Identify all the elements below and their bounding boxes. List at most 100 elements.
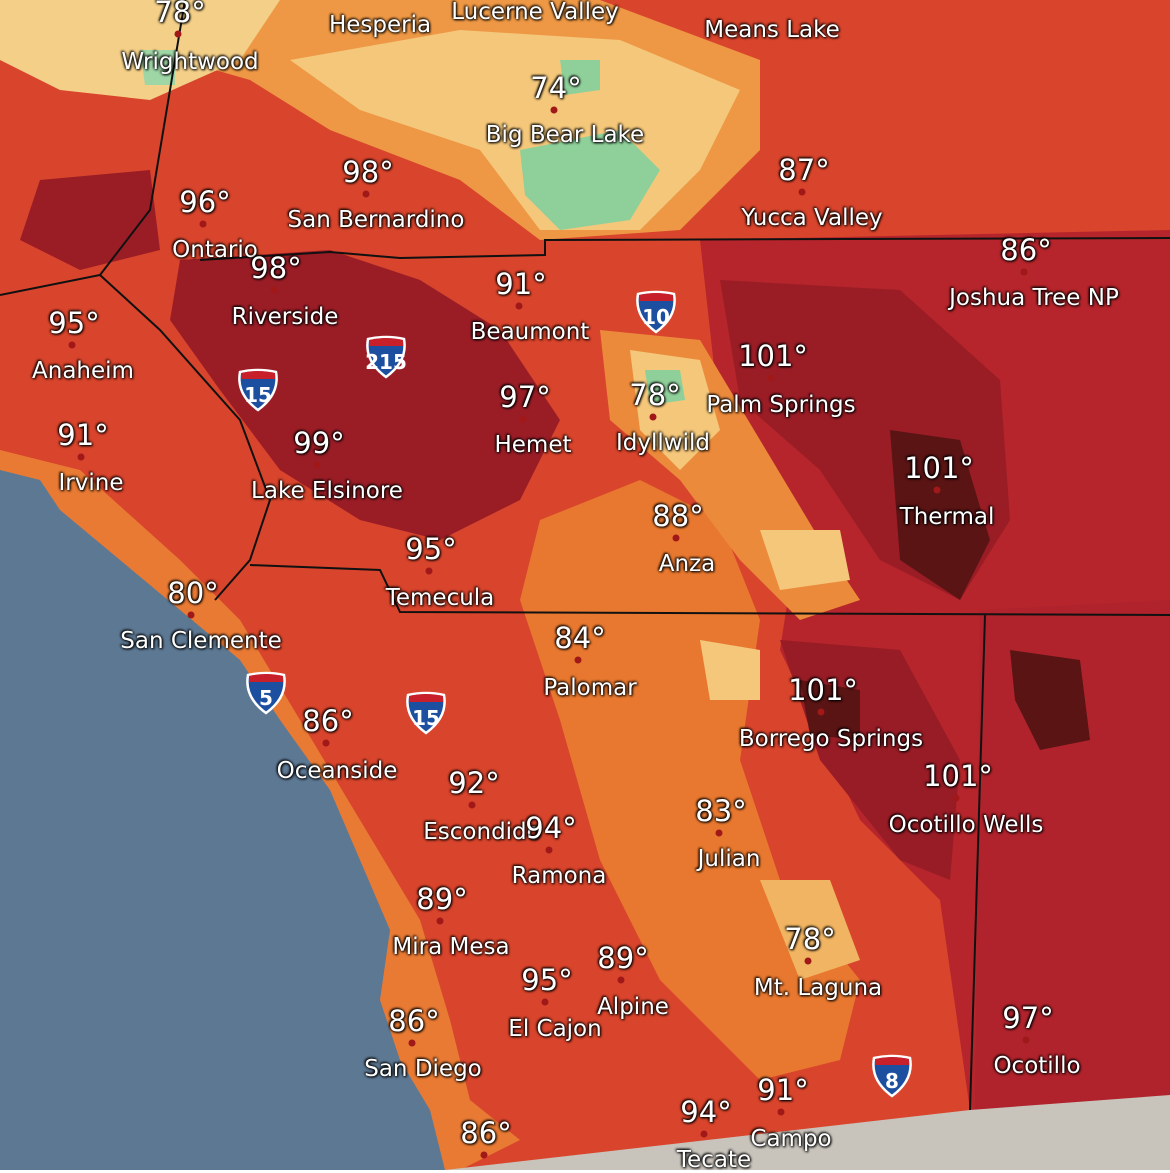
temperature: 91° <box>495 267 547 301</box>
city-name: Hemet <box>494 432 572 458</box>
city-dot <box>933 486 941 494</box>
city-dot <box>519 415 527 423</box>
city-name: Borrego Springs <box>738 726 924 752</box>
city-name: Wrightwood <box>121 49 259 75</box>
city-dot <box>77 453 85 461</box>
city-name: Ontario <box>172 237 258 263</box>
city-dot <box>798 188 806 196</box>
city-dot <box>672 534 680 542</box>
city-name: Thermal <box>899 504 995 530</box>
city-name: Palm Springs <box>706 392 856 418</box>
city-name: Ramona <box>511 863 607 889</box>
interstate-shield: 8 <box>870 1054 914 1098</box>
city-dot <box>187 611 195 619</box>
interstate-shield: 15 <box>404 691 448 735</box>
temperature: 86° <box>460 1116 512 1150</box>
city-dot <box>777 1108 785 1116</box>
city-name: Temecula <box>385 585 495 611</box>
city-name: San Diego <box>364 1056 482 1082</box>
interstate-number: 215 <box>365 350 407 374</box>
city-dot <box>715 829 723 837</box>
temperature: 101° <box>788 673 858 707</box>
temperature: 78° <box>629 378 681 412</box>
temperature: 88° <box>652 499 704 533</box>
city-dot <box>541 998 549 1006</box>
interstate-number: 10 <box>642 305 670 329</box>
city-dot <box>767 374 775 382</box>
city-dot <box>322 739 330 747</box>
temperature: 87° <box>778 153 830 187</box>
city-dot <box>617 976 625 984</box>
city-name: Irvine <box>58 470 124 496</box>
temperature: 101° <box>923 759 993 793</box>
temperature: 101° <box>738 339 808 373</box>
city-dot <box>425 567 433 575</box>
city-dot <box>700 1130 708 1138</box>
city-dot <box>480 1151 488 1159</box>
temperature: 78° <box>784 922 836 956</box>
city-dot <box>408 1039 416 1047</box>
city-name: Alpine <box>597 994 669 1020</box>
temperature: 97° <box>1002 1001 1054 1035</box>
city-dot <box>574 656 582 664</box>
temperature: 98° <box>250 251 302 285</box>
temperature: 86° <box>302 704 354 738</box>
city-dot <box>362 190 370 198</box>
city-dot <box>270 286 278 294</box>
city-dot <box>436 917 444 925</box>
interstate-number: 15 <box>412 706 440 730</box>
city-dot <box>545 846 553 854</box>
temperature: 74° <box>530 71 582 105</box>
temperature: 78° <box>154 0 206 29</box>
city-dot <box>199 220 207 228</box>
city-dot <box>515 302 523 310</box>
city-name: Hesperia <box>328 12 432 38</box>
interstate-number: 15 <box>244 383 272 407</box>
temperature: 91° <box>57 418 109 452</box>
temperature: 84° <box>554 621 606 655</box>
temperature: 95° <box>405 532 457 566</box>
interstate-number: 8 <box>885 1069 899 1093</box>
city-name: Julian <box>697 846 761 872</box>
interstate-shield: 5 <box>244 671 288 715</box>
interstate-shield: 10 <box>634 290 678 334</box>
city-dot <box>174 30 182 38</box>
city-name: Lucerne Valley <box>451 0 619 25</box>
temperature: 96° <box>179 185 231 219</box>
city-dot <box>1020 268 1028 276</box>
city-name: Escondido <box>423 819 541 845</box>
temperature: 92° <box>448 766 500 800</box>
city-dot <box>68 341 76 349</box>
city-name: Big Bear Lake <box>485 122 645 148</box>
temperature: 83° <box>695 794 747 828</box>
temperature: 101° <box>904 451 974 485</box>
city-name: San Bernardino <box>287 207 465 233</box>
city-dot <box>468 801 476 809</box>
temperature: 99° <box>293 426 345 460</box>
city-name: Tecate <box>676 1147 752 1173</box>
temperature: 86° <box>388 1004 440 1038</box>
city-name: Ocotillo Wells <box>888 812 1044 838</box>
city-name: Joshua Tree NP <box>949 285 1119 311</box>
city-name: Yucca Valley <box>741 205 883 231</box>
city-name: Campo <box>750 1126 832 1152</box>
temperature: 94° <box>680 1095 732 1129</box>
interstate-number: 5 <box>259 686 273 710</box>
city-name: Anza <box>658 551 716 577</box>
interstate-shield: 15 <box>236 368 280 412</box>
city-name: Oceanside <box>276 758 398 784</box>
temperature: 89° <box>416 882 468 916</box>
city-dot <box>952 794 960 802</box>
city-name: San Clemente <box>120 628 282 654</box>
city-name: Ocotillo <box>993 1053 1081 1079</box>
city-name: Mira Mesa <box>392 934 510 960</box>
city-name: Mt. Laguna <box>753 975 883 1001</box>
temperature: 86° <box>1000 233 1052 267</box>
temperature: 80° <box>167 576 219 610</box>
city-name: Means Lake <box>704 17 840 43</box>
city-name: Riverside <box>231 304 339 330</box>
temperature: 98° <box>342 155 394 189</box>
city-dot <box>804 957 812 965</box>
